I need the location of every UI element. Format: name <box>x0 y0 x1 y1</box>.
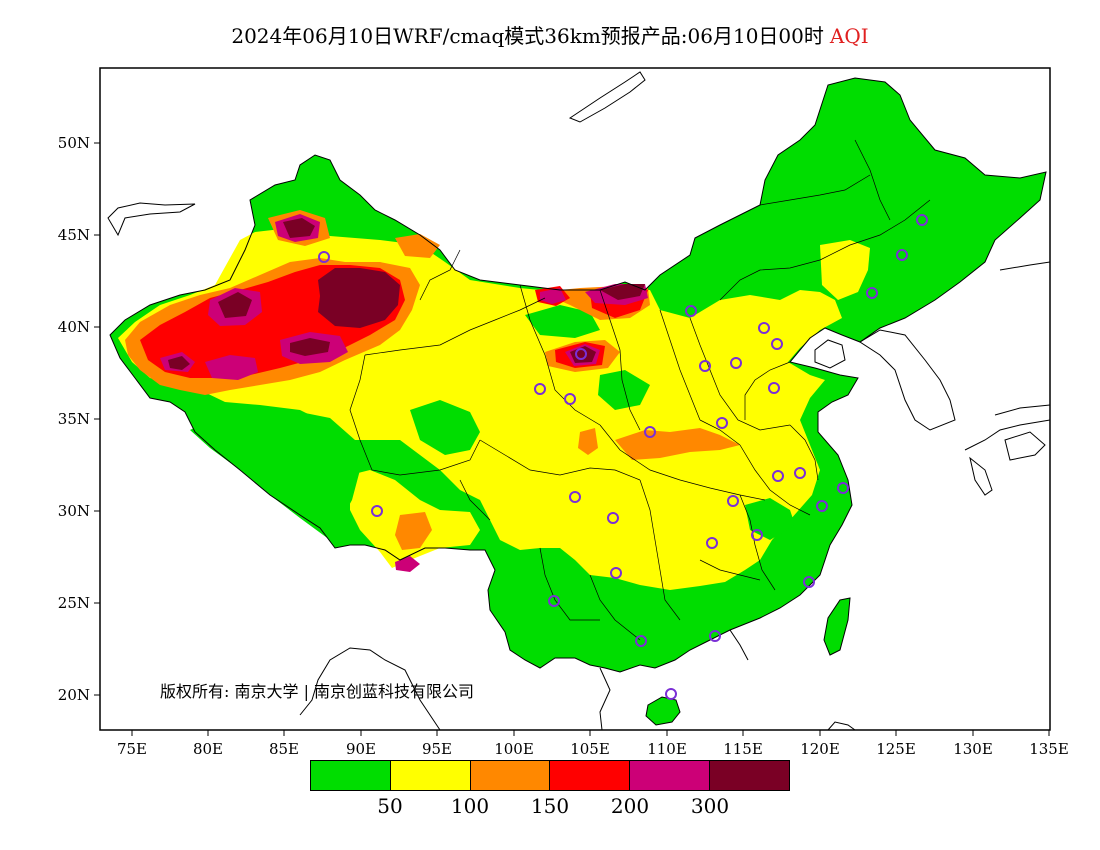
station-marker <box>794 467 806 479</box>
x-tick-label: 125E <box>876 740 916 758</box>
x-tick-label: 100E <box>494 740 534 758</box>
legend-swatch <box>311 761 391 790</box>
station-marker <box>644 426 656 438</box>
aqi-legend <box>310 760 790 791</box>
legend-swatch <box>470 761 551 790</box>
region-usg-small1 <box>395 512 432 550</box>
y-tick-label: 40N <box>58 318 90 336</box>
legend-label: 50 <box>377 794 403 818</box>
station-marker <box>699 360 711 372</box>
x-tick-label: 105E <box>570 740 610 758</box>
region-good-north <box>525 305 600 338</box>
station-marker <box>758 322 770 334</box>
station-marker <box>771 338 783 350</box>
region-very-unhealthy-tibet <box>395 556 420 572</box>
legend-label: 150 <box>530 794 570 818</box>
legend-label: 100 <box>450 794 490 818</box>
station-marker <box>635 635 647 647</box>
legend-swatch <box>630 761 711 790</box>
x-tick-label: 85E <box>269 740 299 758</box>
station-marker <box>837 482 849 494</box>
x-tick-label: 115E <box>723 740 763 758</box>
station-marker <box>685 305 697 317</box>
station-marker <box>768 382 780 394</box>
station-marker <box>564 393 576 405</box>
region-usg-small2 <box>578 428 598 455</box>
x-axis-labels: 75E 80E 85E 90E 95E 100E 105E 110E 115E … <box>117 740 1069 758</box>
station-marker <box>610 567 622 579</box>
y-tick-label: 25N <box>58 594 90 612</box>
legend-swatch <box>710 761 789 790</box>
taiwan-island <box>824 598 850 655</box>
station-marker <box>866 287 878 299</box>
region-hazardous-main <box>318 268 400 328</box>
station-marker <box>751 529 763 541</box>
title-text: 2024年06月10日WRF/cmaq模式36km预报产品:06月10日00时 <box>231 24 824 48</box>
station-marker <box>916 214 928 226</box>
station-marker <box>772 470 784 482</box>
legend-label: 300 <box>690 794 730 818</box>
aqi-field <box>110 78 1046 725</box>
x-tick-label: 75E <box>117 740 147 758</box>
station-marker <box>896 249 908 261</box>
region-good-loess <box>598 370 650 410</box>
region-hazardous-sw <box>168 356 190 370</box>
station-marker <box>727 495 739 507</box>
x-tick-label: 90E <box>346 740 376 758</box>
region-hazardous-mid <box>290 338 330 356</box>
station-marker <box>730 357 742 369</box>
station-marker <box>575 348 587 360</box>
station-marker <box>569 491 581 503</box>
y-tick-label: 20N <box>58 686 90 704</box>
station-marker <box>803 576 815 588</box>
x-tick-label: 110E <box>647 740 687 758</box>
station-marker <box>709 630 721 642</box>
y-tick-label: 50N <box>58 134 90 152</box>
region-good-tarim <box>190 410 360 540</box>
boundaries <box>107 71 1051 731</box>
title-variable: AQI <box>829 24 869 48</box>
station-marker <box>548 595 560 607</box>
station-marker <box>706 537 718 549</box>
legend-swatch <box>390 761 471 790</box>
legend-label: 200 <box>610 794 650 818</box>
region-very-unhealthy-south <box>205 355 258 380</box>
station-marker <box>318 251 330 263</box>
region-very-unhealthy-hexi <box>540 288 566 304</box>
y-tick-label: 35N <box>58 410 90 428</box>
x-tick-label: 120E <box>800 740 840 758</box>
y-tick-label: 30N <box>58 502 90 520</box>
station-marker <box>665 688 677 700</box>
copyright-text: 版权所有: 南京大学 | 南京创蓝科技有限公司 <box>160 682 474 701</box>
legend-swatch <box>550 761 631 790</box>
region-moderate-east <box>820 240 870 300</box>
station-marker <box>716 417 728 429</box>
station-marker <box>534 383 546 395</box>
region-hazardous-west <box>218 292 252 318</box>
region-good-central <box>410 400 480 455</box>
axis-ticks <box>94 142 1050 736</box>
x-tick-label: 135E <box>1029 740 1069 758</box>
y-tick-label: 45N <box>58 226 90 244</box>
map-title: 2024年06月10日WRF/cmaq模式36km预报产品:06月10日00时 A… <box>0 20 1100 49</box>
station-marker <box>371 505 383 517</box>
region-hazardous-nw <box>283 218 315 238</box>
station-marker <box>607 512 619 524</box>
region-usg-small3 <box>395 234 440 258</box>
region-hazardous-north <box>600 284 645 300</box>
station-marker <box>816 500 828 512</box>
hainan-island <box>646 697 680 725</box>
x-tick-label: 95E <box>422 740 452 758</box>
x-tick-label: 130E <box>953 740 993 758</box>
x-tick-label: 80E <box>193 740 223 758</box>
station-markers <box>318 214 928 700</box>
y-axis-labels: 50N 45N 40N 35N 30N 25N 20N <box>58 134 90 704</box>
